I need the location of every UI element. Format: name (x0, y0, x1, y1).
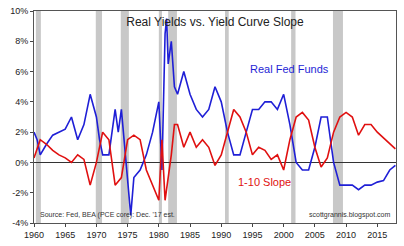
svg-text:-2%: -2% (12, 188, 28, 198)
svg-text:8%: 8% (15, 36, 28, 46)
svg-text:0%: 0% (15, 158, 28, 168)
svg-text:10%: 10% (10, 6, 28, 16)
svg-text:1975: 1975 (118, 230, 138, 240)
svg-text:scottgrannis.blogspot.com: scottgrannis.blogspot.com (309, 211, 390, 219)
svg-text:1995: 1995 (242, 230, 262, 240)
svg-text:-4%: -4% (12, 218, 28, 228)
svg-text:1980: 1980 (149, 230, 169, 240)
svg-text:2%: 2% (15, 127, 28, 137)
svg-text:1990: 1990 (211, 230, 231, 240)
svg-text:4%: 4% (15, 97, 28, 107)
svg-text:2010: 2010 (336, 230, 356, 240)
svg-text:1960: 1960 (24, 230, 44, 240)
svg-text:1-10 Slope: 1-10 Slope (238, 176, 291, 188)
svg-text:2005: 2005 (305, 230, 325, 240)
svg-text:1985: 1985 (180, 230, 200, 240)
svg-text:1970: 1970 (86, 230, 106, 240)
svg-text:Source: Fed, BEA (PCE core): D: Source: Fed, BEA (PCE core): Dec. '17 es… (40, 211, 175, 219)
svg-text:1965: 1965 (55, 230, 75, 240)
svg-text:2015: 2015 (367, 230, 387, 240)
svg-text:Real Yields vs. Yield Curve Sl: Real Yields vs. Yield Curve Slope (126, 15, 304, 29)
svg-text:6%: 6% (15, 67, 28, 77)
svg-text:2000: 2000 (274, 230, 294, 240)
svg-text:Real Fed Funds: Real Fed Funds (250, 63, 329, 75)
